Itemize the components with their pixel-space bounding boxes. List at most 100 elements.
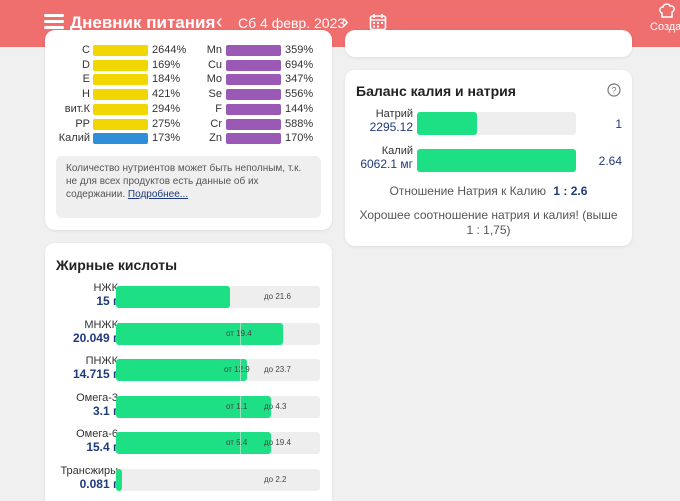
- nutrient-percent: 184%: [152, 73, 181, 86]
- fatty-acid-track: до 21.6: [116, 286, 320, 308]
- nutrient-row: F 144%: [194, 103, 324, 116]
- ratio-line: Отношение Натрия к Калию 1 : 2.6: [345, 184, 632, 198]
- fatty-acid-max: до 2.2: [264, 474, 287, 484]
- fatty-acid-name: МНЖК: [84, 318, 118, 331]
- nutrient-percent: 421%: [152, 88, 181, 101]
- nutrient-bar: [93, 45, 148, 56]
- fatty-acid-name: Омега-6: [76, 428, 118, 440]
- nutrients-note: Количество нутриентов может быть неполны…: [56, 156, 321, 218]
- fatty-acid-min-tick: [240, 359, 241, 381]
- nutrient-name: H: [82, 88, 90, 101]
- balance-row: Калий 6062.1 мг 2.64: [356, 145, 626, 175]
- fatty-acid-name: Омега-3: [76, 391, 118, 404]
- nutrient-percent: 694%: [285, 58, 314, 71]
- balance-track: [417, 149, 576, 172]
- nutrient-bar: [93, 89, 148, 101]
- nutrient-row: E 184%: [30, 73, 180, 86]
- nutrient-bar: [93, 118, 148, 130]
- fatty-acid-row: ПНЖК 14.715 г от 12.9 до 23.7: [56, 355, 326, 383]
- nutrient-name: F: [215, 102, 222, 115]
- balance-row: Натрий 2295.12 1: [356, 108, 626, 138]
- fatty-acid-min-tick: [240, 395, 241, 418]
- fatty-acid-fill: [116, 359, 247, 381]
- nutrient-bar: [93, 74, 148, 86]
- fatty-acid-value: 14.715 г: [72, 367, 118, 381]
- fatty-acid-min: от 1.1: [226, 401, 248, 411]
- fatty-acid-row: МНЖК 20.049 г от 19.4: [56, 319, 326, 347]
- nutrient-bar: [226, 118, 281, 130]
- nutrient-row: Se 556%: [194, 88, 324, 101]
- nutrient-bar: [226, 45, 281, 56]
- nutrient-row: Mn 359%: [194, 44, 324, 57]
- balance-fill: [417, 112, 478, 135]
- nutrient-bar: [226, 133, 281, 145]
- fatty-acid-value: 3.1 г: [92, 403, 118, 418]
- nutrient-row: Zn 170%: [194, 132, 324, 145]
- menu-icon[interactable]: [44, 14, 64, 30]
- fatty-acid-min-tick: [240, 432, 241, 454]
- fatty-acid-row: НЖК 15 г до 21.6: [56, 282, 326, 310]
- balance-track: [417, 112, 576, 135]
- nutrient-name: Cr: [210, 117, 222, 130]
- nutrient-row: Cr 588%: [194, 118, 324, 131]
- calendar-icon[interactable]: [369, 13, 387, 31]
- fatty-acid-max: до 4.3: [264, 401, 287, 411]
- current-date[interactable]: Сб 4 февр. 2023: [238, 15, 346, 31]
- fatty-acid-min-tick: [240, 322, 241, 345]
- more-link[interactable]: Подробнее...: [127, 189, 189, 200]
- nutrient-percent: 275%: [152, 117, 181, 130]
- balance-value: 6062.1 мг: [360, 157, 413, 171]
- fatty-acid-row: Омега-6 15.4 г от 5.4 до 19.4: [56, 428, 326, 456]
- nutrient-row: Mo 347%: [194, 73, 324, 86]
- nutrient-name: Zn: [209, 132, 222, 145]
- fatty-acid-min: от 5.4: [226, 438, 248, 447]
- nutrients-note-text: Количество нутриентов может быть неполны…: [66, 163, 302, 200]
- fatty-acid-fill: [116, 286, 231, 308]
- nutrient-name: Mn: [206, 44, 222, 56]
- fatty-acid-min: от 19.4: [226, 328, 252, 338]
- create-recipe-label: Создать рецепт: [650, 21, 680, 33]
- create-recipe-button[interactable]: Создать рецепт: [648, 2, 680, 46]
- fatty-acid-name: ПНЖК: [85, 355, 118, 367]
- question-circle-icon[interactable]: ?: [607, 83, 621, 97]
- nutrient-percent: 169%: [152, 58, 181, 71]
- nutrient-row: H 421%: [30, 88, 180, 101]
- chevron-right-icon[interactable]: ›: [342, 11, 349, 33]
- balance-verdict: Хорошее соотношение натрия и калия! (выш…: [359, 208, 618, 237]
- balance-name: Натрий: [375, 108, 413, 120]
- nutrient-name: PP: [75, 117, 90, 130]
- nutrient-row: D 169%: [30, 59, 180, 72]
- fatty-acid-row: Трансжиры 0.081 г до 2.2: [56, 465, 326, 493]
- nutrient-bar: [226, 74, 281, 86]
- fatty-acid-track: до 2.2: [116, 468, 320, 491]
- nutrient-percent: 144%: [285, 102, 314, 115]
- fatty-acid-max: до 19.4: [264, 438, 291, 447]
- nutrient-row: вит.К 294%: [30, 103, 180, 116]
- fatty-acid-track: от 5.4 до 19.4: [116, 432, 320, 454]
- balance-title: Баланс калия и натрия: [356, 83, 516, 99]
- fatty-acid-value: 15.4 г: [86, 440, 118, 454]
- fatty-acid-max: до 23.7: [264, 365, 291, 374]
- fatty-acid-min: от 12.9: [224, 365, 250, 374]
- nutrient-bar: [226, 89, 281, 101]
- nutrient-bar: [93, 103, 148, 115]
- nutrient-percent: 588%: [285, 117, 314, 130]
- nutrient-name: вит.К: [64, 102, 90, 115]
- page-title: Дневник питания: [70, 13, 216, 32]
- nutrient-percent: 173%: [152, 132, 181, 145]
- svg-text:?: ?: [611, 86, 616, 96]
- nutrient-bar: [93, 133, 148, 145]
- ratio-value: 1 : 2.6: [553, 184, 588, 198]
- fatty-acid-track: от 12.9 до 23.7: [116, 359, 320, 381]
- fatty-acid-value: 20.049 г: [72, 330, 118, 345]
- nutrient-name: D: [82, 58, 90, 71]
- nutrient-bar: [226, 59, 281, 71]
- chevron-left-icon[interactable]: ‹: [216, 11, 223, 33]
- nutrient-name: Mo: [206, 73, 222, 86]
- balance-number: 2.64: [598, 154, 622, 168]
- nutrient-bar: [226, 103, 281, 115]
- nutrient-percent: 347%: [285, 73, 314, 86]
- fatty-acid-fill: [116, 468, 123, 491]
- fatty-acid-row: Омега-3 3.1 г от 1.1 до 4.3: [56, 392, 326, 420]
- fatty-acid-name: Трансжиры: [60, 464, 118, 477]
